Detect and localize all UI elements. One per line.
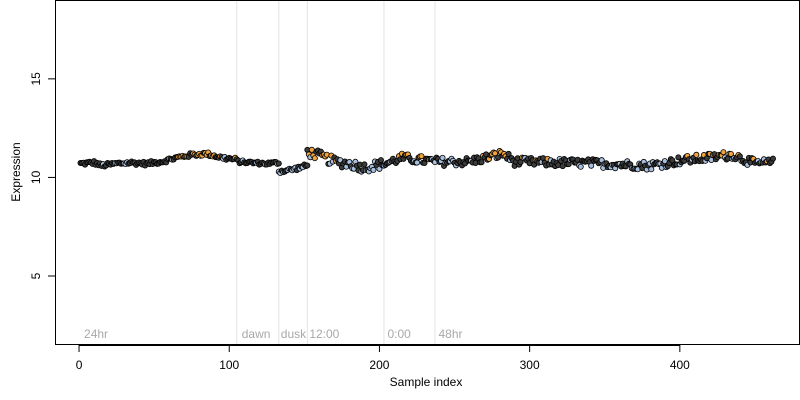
data-point [675,154,682,161]
boundary-lines [236,0,436,345]
data-point [588,162,595,169]
data-point [577,163,584,170]
annotation-label: dusk [281,327,307,341]
data-point [439,154,446,161]
data-point [418,153,425,160]
data-point [377,157,384,164]
data-point [413,159,420,166]
data-point [505,150,512,157]
x-tick-label: 400 [670,358,690,372]
x-axis-title: Sample index [390,375,463,389]
annotation-label: 24hr [84,327,108,341]
annotation-label: 0:00 [387,327,411,341]
x-tick-label: 0 [76,358,83,372]
scatter-points [77,146,776,177]
data-point [304,162,311,169]
y-axis-title: Expression [9,142,23,201]
data-point [648,166,655,173]
x-tick-label: 300 [520,358,540,372]
x-axis: 0 100 200 300 400 [76,345,690,372]
x-tick-label: 100 [219,358,239,372]
y-axis: 5 10 15 [29,72,56,279]
data-point [769,155,776,162]
annotation-labels: 24hr dawn dusk 12:00 0:00 48hr [84,327,463,341]
data-point [720,149,727,156]
data-point [361,161,368,168]
annotation-label: 48hr [439,327,463,341]
data-point [693,151,700,158]
y-tick-label: 15 [29,72,43,86]
annotation-label: dawn [242,327,271,341]
x-tick-label: 200 [369,358,389,372]
data-point [275,160,282,167]
data-point [370,166,377,173]
data-point [478,159,485,166]
data-point [311,155,318,162]
annotation-label: 12:00 [309,327,339,341]
y-tick-label: 10 [29,170,43,184]
plot-frame [55,0,800,345]
y-tick-label: 5 [29,272,43,279]
